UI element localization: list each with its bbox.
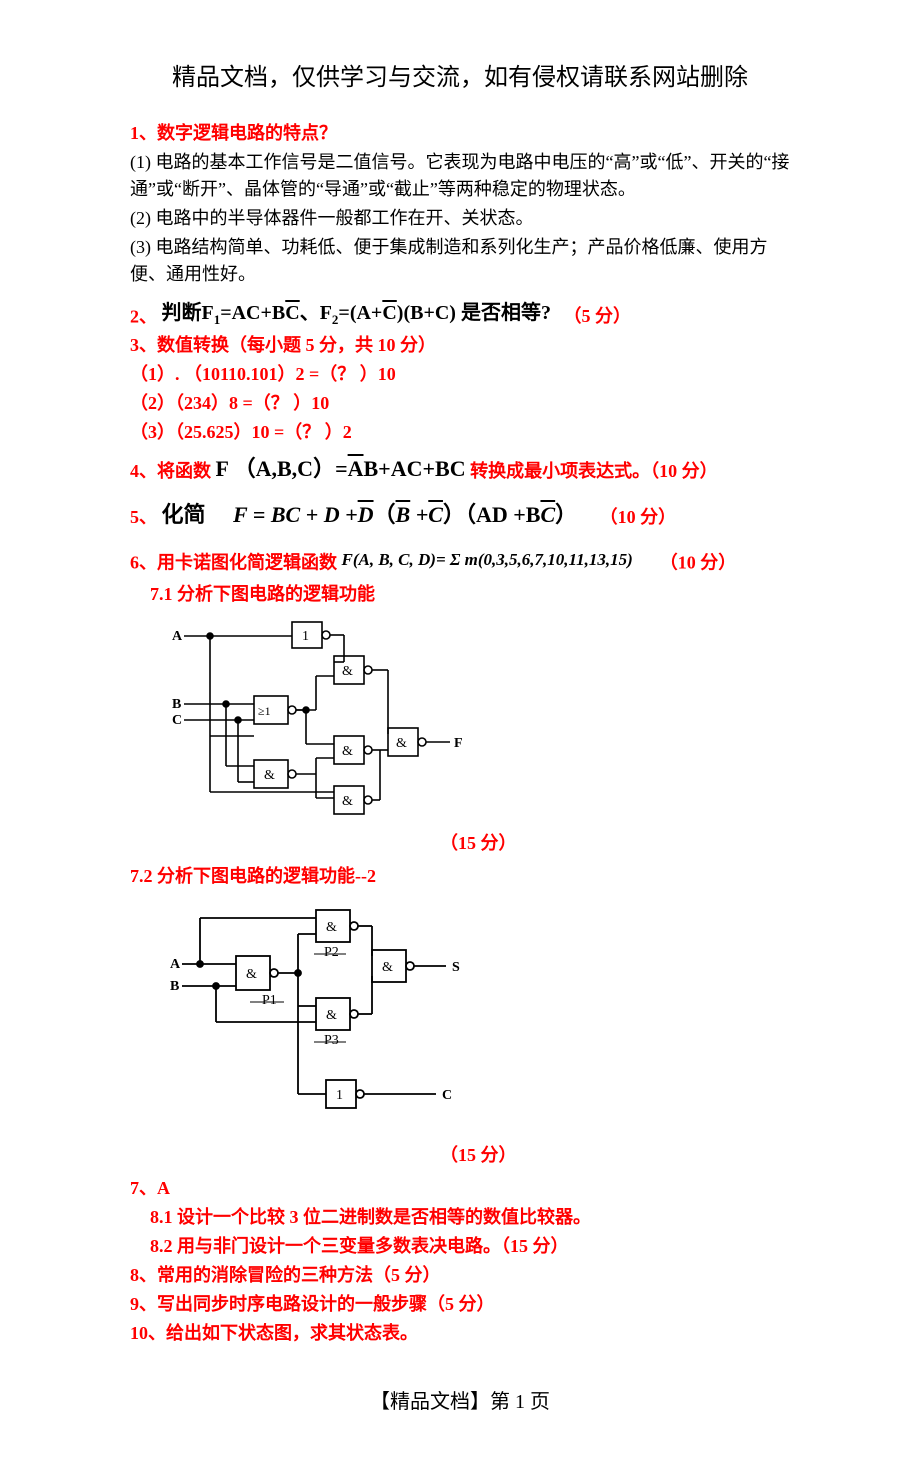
q3-l2: （2）（234）8 =（？ ）10 xyxy=(130,390,790,417)
q5-num: 5、 xyxy=(130,507,157,527)
q6-pts: （10 分） xyxy=(660,553,737,573)
q2-sep: 、F xyxy=(300,302,332,324)
q2-f2eq: =(A+ xyxy=(338,302,382,324)
q71-title: 7.1 分析下图电路的逻辑功能 xyxy=(130,581,790,608)
q5-dbar: D xyxy=(358,502,374,527)
q2-formula: 判断F1=AC+BC、F2=(A+C)(B+C) 是否相等? xyxy=(162,298,551,330)
lbl-C2: C xyxy=(442,1088,452,1103)
gate-and1-label: & xyxy=(342,664,353,679)
lbl-B2: B xyxy=(170,979,179,994)
q6-row: 6、用卡诺图化简逻辑函数 F(A, B, C, D)= Σ m(0,3,5,6,… xyxy=(130,545,790,577)
q6-num: 6、用卡诺图化简逻辑函数 xyxy=(130,553,337,573)
q2-pre: 判断 xyxy=(162,302,202,324)
page-root: 精品文档，仅供学习与交流，如有侵权请联系网站删除 1、数字逻辑电路的特点？ (1… xyxy=(0,0,920,1457)
q4-tail: 转换成最小项表达式。（10 分） xyxy=(470,462,718,482)
q4-abar: A xyxy=(348,456,364,481)
q5-cbar2: C xyxy=(540,502,555,527)
q2-tail: )(B+C) 是否相等? xyxy=(397,302,551,324)
q2-f1eq: =AC+B xyxy=(220,302,285,324)
q2-row: 2、 判断F1=AC+BC、F2=(A+C)(B+C) 是否相等? （5 分） xyxy=(130,298,790,330)
q5-lp: （ xyxy=(374,502,396,527)
q81: 8.1 设计一个比较 3 位二进制数是否相等的数值比较器。 xyxy=(130,1204,790,1231)
q2-num: 2、 xyxy=(130,306,157,326)
q1-p3: (3) 电路结构简单、功耗低、便于集成制造和系列化生产；产品价格低廉、使用方便、… xyxy=(130,234,790,288)
q72-title: 7.2 分析下图电路的逻辑功能--2 xyxy=(130,863,790,890)
lbl-S: S xyxy=(452,960,460,975)
q5-pts: （10 分） xyxy=(600,507,677,527)
gate-p2-amp: & xyxy=(326,920,337,935)
q5-rp2: ） xyxy=(555,502,577,527)
q3-l1: （1）. （10110.101）2 =（？ ）10 xyxy=(130,361,790,388)
gate-not2-label: 1 xyxy=(336,1088,343,1103)
gate-p1-amp: & xyxy=(246,967,257,982)
q5-formula: 化简 F = BC + D +D（B +C）（AD +BC） xyxy=(162,498,578,531)
page-footer: 【精品文档】第 1 页 xyxy=(130,1387,790,1417)
q9: 9、写出同步时序电路设计的一般步骤（5 分） xyxy=(130,1291,790,1318)
q3-title: 3、数值转换（每小题 5 分，共 10 分） xyxy=(130,332,790,359)
gate-p3-amp: & xyxy=(326,1008,337,1023)
gate-or-label: ≥1 xyxy=(258,704,271,718)
q5-lead: F = BC + D + xyxy=(233,502,358,527)
q4-body: B+AC+BC xyxy=(364,456,466,481)
q8: 8、常用的消除冒险的三种方法（5 分） xyxy=(130,1262,790,1289)
q4-row: 4、将函数 F （A,B,C）=AB+AC+BC 转换成最小项表达式。（10 分… xyxy=(130,452,790,485)
doc-header: 精品文档，仅供学习与交流，如有侵权请联系网站删除 xyxy=(130,60,790,96)
q1-p1: (1) 电路的基本工作信号是二值信号。它表现为电路中电压的“高”或“低”、开关的… xyxy=(130,149,790,203)
circuit-7-2-svg: A B & P1 xyxy=(166,898,486,1138)
q4-formula: F （A,B,C）=AB+AC+BC xyxy=(216,452,466,485)
lbl-P1: P1 xyxy=(262,993,277,1008)
q5-cbar: C xyxy=(428,502,443,527)
q2-cbar2: C xyxy=(382,302,396,324)
lbl-A2: A xyxy=(170,957,181,972)
q5-bbar: B xyxy=(396,502,411,527)
q5-rp: ）（AD +B xyxy=(443,502,541,527)
q1-title: 1、数字逻辑电路的特点？ xyxy=(130,120,790,147)
gate-s-amp: & xyxy=(382,960,393,975)
lbl-C: C xyxy=(172,713,182,728)
q4-num: 4、将函数 xyxy=(130,462,211,482)
lbl-P3: P3 xyxy=(324,1033,339,1048)
lbl-P2: P2 xyxy=(324,945,339,960)
gate-and4-label: & xyxy=(342,794,353,809)
q3-l3: （3）（25.625）10 =（？ ）2 xyxy=(130,419,790,446)
lbl-A: A xyxy=(172,629,183,644)
q5-pre: 化简 xyxy=(162,502,206,527)
q7A: 7、A xyxy=(130,1175,790,1202)
q71-diagram: A B C 1 xyxy=(166,616,790,826)
circuit-7-1-svg: A B C 1 xyxy=(166,616,466,826)
gate-and5-label: & xyxy=(396,736,407,751)
q4-fprefix: F （A,B,C）= xyxy=(216,456,348,481)
q6-fn: F(A, B, C, D)= Σ m(0,3,5,6,7,10,11,13,15… xyxy=(342,547,633,573)
q5-row: 5、 化简 F = BC + D +D（B +C）（AD +BC） （10 分） xyxy=(130,498,790,531)
q2-f1a: F xyxy=(202,302,214,324)
q2-pts: （5 分） xyxy=(563,306,631,326)
q1-p2: (2) 电路中的半导体器件一般都工作在开、关状态。 xyxy=(130,205,790,232)
gate-not-label: 1 xyxy=(302,629,309,644)
q71-pts: （15 分） xyxy=(440,830,790,857)
q10: 10、给出如下状态图，求其状态表。 xyxy=(130,1320,790,1347)
gate-and2-label: & xyxy=(264,768,275,783)
q2-cbar: C xyxy=(285,302,299,324)
q72-pts: （15 分） xyxy=(440,1142,790,1169)
gate-and3-label: & xyxy=(342,744,353,759)
lbl-F: F xyxy=(454,736,463,751)
q5-plus1: + xyxy=(410,502,428,527)
lbl-B: B xyxy=(172,697,181,712)
q82: 8.2 用与非门设计一个三变量多数表决电路。（15 分） xyxy=(130,1233,790,1260)
q72-diagram: A B & P1 xyxy=(166,898,790,1138)
